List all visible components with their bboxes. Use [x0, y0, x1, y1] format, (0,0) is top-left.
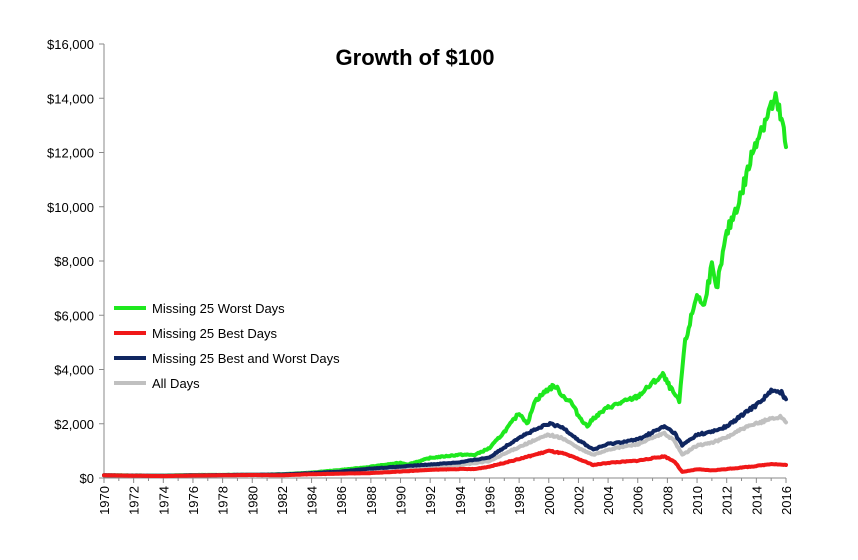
x-tick-label: 1992 [423, 486, 438, 515]
y-tick-label: $16,000 [47, 37, 94, 52]
y-tick-label: $10,000 [47, 200, 94, 215]
x-tick-label: 1972 [127, 486, 142, 515]
y-tick-label: $0 [80, 471, 94, 486]
x-tick-label: 1976 [186, 486, 201, 515]
x-tick-label: 1984 [305, 486, 320, 515]
legend-label: Missing 25 Best Days [152, 326, 277, 341]
y-tick-label: $4,000 [54, 363, 94, 378]
chart-title: Growth of $100 [336, 45, 495, 70]
x-tick-label: 2002 [571, 486, 586, 515]
series-line-missing-25-best-and-worst-days [102, 387, 788, 478]
legend-label: Missing 25 Worst Days [152, 301, 285, 316]
y-tick-label: $8,000 [54, 254, 94, 269]
series-line-missing-25-worst-days [102, 91, 788, 478]
legend: Missing 25 Worst Days Missing 25 Best Day… [114, 301, 340, 391]
x-tick-label: 2004 [601, 486, 616, 515]
x-tick-label: 2000 [542, 486, 557, 515]
x-tick-label: 1988 [364, 486, 379, 515]
y-tick-labels: $0 $2,000 $4,000 $6,000 $8,000 $10,000 $12,000… [47, 37, 94, 486]
x-tick-label: 2016 [779, 486, 794, 515]
x-tick-label: 1986 [334, 486, 349, 515]
y-tick-label: $14,000 [47, 91, 94, 106]
x-tick-label: 1996 [482, 486, 497, 515]
x-tick-label: 1980 [245, 486, 260, 515]
x-tick-label: 2010 [690, 486, 705, 515]
axes [99, 43, 787, 483]
x-tick-label: 2006 [631, 486, 646, 515]
y-tick-label: $2,000 [54, 417, 94, 432]
x-tick-label: 2014 [749, 486, 764, 515]
x-tick-label: 1998 [512, 486, 527, 515]
x-tick-labels: 1970 1972 1974 1976 1978 1980 1982 1984 1986 1988… [97, 486, 794, 515]
x-tick-label: 1982 [275, 486, 290, 515]
y-tick-label: $6,000 [54, 308, 94, 323]
x-tick-label: 1978 [216, 486, 231, 515]
series-layer [102, 91, 788, 479]
x-tick-label: 2012 [720, 486, 735, 515]
x-tick-label: 1970 [97, 486, 112, 515]
x-tick-label: 2008 [660, 486, 675, 515]
x-tick-label: 1994 [453, 486, 468, 515]
legend-label: All Days [152, 376, 200, 391]
y-tick-label: $12,000 [47, 146, 94, 161]
x-tick-label: 1990 [394, 486, 409, 515]
x-tick-label: 1974 [156, 486, 171, 515]
series-line-missing-25-best-days [102, 448, 788, 479]
legend-label: Missing 25 Best and Worst Days [152, 351, 340, 366]
